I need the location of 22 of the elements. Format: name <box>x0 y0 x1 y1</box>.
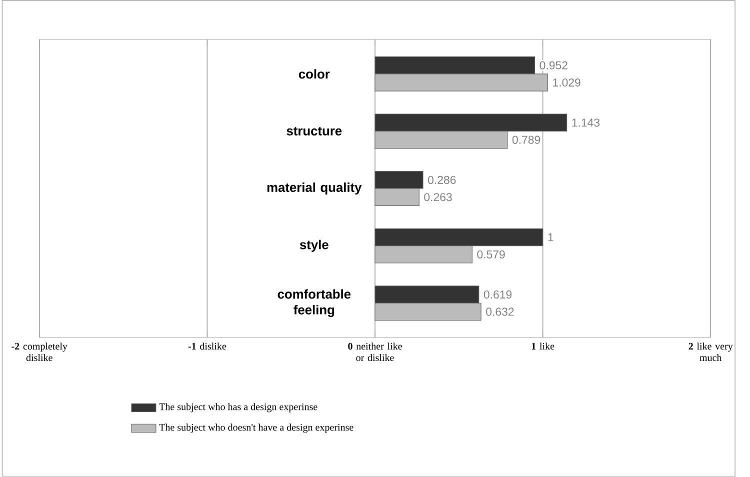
data-label: 1.143 <box>572 118 600 127</box>
data-label: 0.789 <box>512 136 540 144</box>
data-label: 0.632 <box>486 308 514 316</box>
x-tick-label: 0 neither like or dislike <box>348 342 402 362</box>
y-tick-label: material quality <box>267 182 362 195</box>
legend-label: The subject who doesn't have a design experinse <box>159 424 354 433</box>
data-label: 0.619 <box>484 290 512 299</box>
y-tick-label: style <box>300 240 328 252</box>
x-tick-label: -1 dislike <box>188 342 226 350</box>
legend-label: The subject who has a design experinse <box>159 403 318 412</box>
y-tick-label: structure <box>286 127 342 136</box>
x-tick-label: 1 like <box>532 342 554 350</box>
data-label: 0.952 <box>540 61 568 70</box>
data-label: 0.579 <box>477 250 505 259</box>
x-tick-label: -2 completely dislike <box>12 342 68 362</box>
data-label: 0.286 <box>428 176 456 184</box>
data-label: 1 <box>548 233 554 242</box>
data-label: 1.029 <box>553 78 580 87</box>
data-label: 0.263 <box>424 193 452 202</box>
x-tick-label: 2 like very much <box>688 342 733 362</box>
y-tick-label: comfortable feeling <box>278 289 351 318</box>
y-tick-label: color <box>298 69 330 79</box>
